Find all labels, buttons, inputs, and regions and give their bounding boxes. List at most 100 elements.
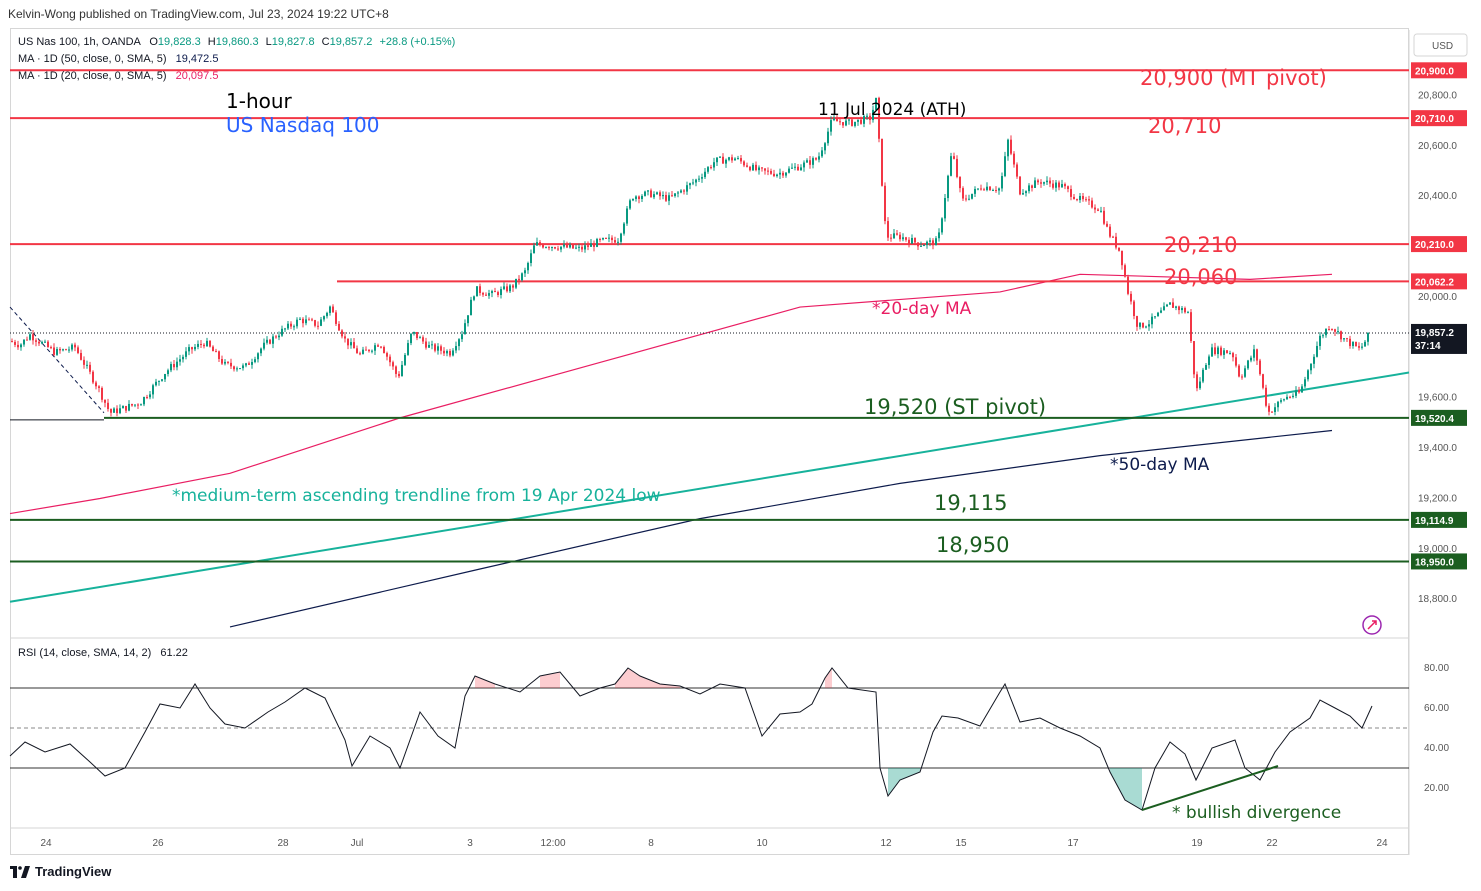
candle-body: [377, 345, 379, 347]
y-tick-label: 18,800.0: [1418, 594, 1457, 605]
candle-body: [917, 242, 919, 247]
high-value: 19,860.3: [216, 36, 259, 48]
candle-body: [1226, 350, 1228, 354]
candle-body: [581, 246, 583, 250]
x-tick-label: 17: [1067, 838, 1079, 849]
candle-body: [1160, 310, 1162, 313]
rsi-legend-value: 61.22: [160, 647, 188, 659]
candle-body: [1115, 236, 1117, 248]
candle-body: [1049, 180, 1051, 184]
candle-body: [878, 97, 880, 139]
candle-body: [1109, 226, 1111, 237]
x-tick-label: 28: [277, 838, 289, 849]
candle-body: [899, 234, 901, 240]
candle-body: [734, 158, 736, 161]
candle-body: [1175, 306, 1177, 308]
candle-body: [1019, 176, 1021, 195]
candle-body: [500, 289, 502, 295]
candle-body: [80, 352, 82, 360]
candle-body: [674, 193, 676, 197]
current-price-tag: [1411, 323, 1467, 354]
candle-body: [167, 370, 169, 375]
ma20-legend-label: MA · 1D (20, close, 0, SMA, 5): [18, 70, 167, 82]
candle-body: [248, 363, 250, 365]
candle-body: [254, 359, 256, 363]
candle-body: [1337, 331, 1339, 333]
candle-body: [524, 270, 526, 274]
x-tick-label: 15: [955, 838, 967, 849]
currency-button[interactable]: [1413, 33, 1468, 57]
candle-body: [1361, 346, 1363, 348]
rsi-zone-fill: [1110, 768, 1142, 810]
candle-body: [701, 177, 703, 179]
ma50-line: [229, 429, 1333, 628]
candle-body: [755, 164, 757, 171]
replay-icon[interactable]: [1362, 615, 1382, 635]
candle-body: [197, 343, 199, 347]
candle-body: [260, 348, 262, 354]
candle-body: [263, 342, 265, 349]
candle-body: [482, 292, 484, 295]
y-tick-label: 19,000.0: [1418, 544, 1457, 555]
ma50-legend-value: 19,472.5: [176, 53, 219, 65]
candle-body: [434, 344, 436, 351]
moving-averages-layer: [9, 273, 1410, 628]
candle-body: [881, 138, 883, 186]
tradingview-logo[interactable]: TradingView: [10, 864, 111, 879]
candle-body: [1061, 184, 1063, 188]
candle-body: [605, 237, 607, 239]
candle-body: [548, 247, 550, 249]
candle-body: [113, 408, 115, 413]
candle-body: [947, 175, 949, 199]
candle-body: [1292, 395, 1294, 397]
candle-body: [1277, 401, 1279, 408]
candle-body: [1241, 376, 1243, 378]
candle-body: [452, 350, 454, 356]
candle-body: [404, 354, 406, 365]
level-price-tag-text: 18,950.0: [1415, 557, 1454, 568]
candle-body: [284, 328, 286, 330]
candle-body: [962, 188, 964, 199]
candle-body: [707, 167, 709, 172]
candle-body: [689, 183, 691, 186]
candle-body: [713, 162, 715, 168]
candle-body: [89, 364, 91, 372]
candle-body: [1112, 236, 1114, 238]
candle-body: [455, 346, 457, 351]
candle-body: [686, 185, 688, 192]
candle-body: [596, 239, 598, 247]
annotations-layer: 20,900 (MT pivot) 20,710 20,210 20,060 19,52…: [172, 66, 1341, 823]
candle-body: [1139, 322, 1141, 327]
candle-body: [773, 173, 775, 177]
rsi-panel: 80.00 60.00 40.00 20.00: [9, 663, 1449, 811]
candle-body: [608, 237, 610, 239]
candle-body: [1250, 357, 1252, 361]
candle-body: [185, 351, 187, 357]
ascending-trendline: [9, 371, 1410, 603]
candle-body: [1304, 379, 1306, 387]
candle-body: [995, 190, 997, 192]
candle-body: [98, 386, 100, 388]
candle-body: [389, 356, 391, 363]
candle-body: [1103, 210, 1105, 224]
candle-body: [761, 167, 763, 169]
candle-body: [494, 291, 496, 293]
candle-body: [635, 196, 637, 199]
candle-body: [1136, 316, 1138, 327]
candle-body: [1301, 386, 1303, 393]
y-tick-label: 20,400.0: [1418, 191, 1457, 202]
candle-body: [1055, 182, 1057, 188]
candle-body: [1247, 360, 1249, 369]
level-label-19520: 19,520 (ST pivot): [864, 395, 1046, 419]
candle-body: [731, 157, 733, 161]
candle-body: [266, 339, 268, 343]
candle-body: [551, 247, 553, 249]
candle-body: [473, 296, 475, 300]
candle-body: [1046, 180, 1048, 183]
candle-body: [422, 337, 424, 342]
candle-body: [998, 188, 1000, 191]
candle-body: [1169, 302, 1171, 305]
candle-body: [872, 109, 874, 121]
candle-body: [1121, 250, 1123, 266]
